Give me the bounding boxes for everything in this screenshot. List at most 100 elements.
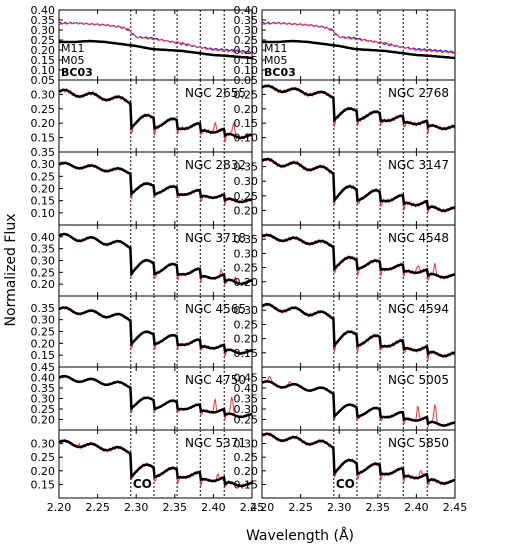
model-series-line — [58, 21, 253, 55]
y-tick-label: 0.25 — [31, 451, 56, 464]
y-tick-label: 0.35 — [31, 146, 56, 159]
galaxy-panel: 0.150.20 0.250.30 NGC 4594 — [234, 295, 456, 368]
y-tick-label: 0.25 — [31, 34, 56, 47]
x-tick-label: 2.20 — [47, 501, 72, 514]
x-tick-label: 2.45 — [443, 501, 468, 514]
legend-entry: M11 — [264, 42, 288, 55]
y-tick-label: 0.25 — [31, 103, 56, 116]
model-fit-line — [58, 161, 253, 204]
y-tick-label: 0.40 — [234, 4, 259, 17]
y-tick-label: 0.40 — [31, 372, 56, 385]
galaxy-panel: 0.150.200.250.300.35 NGC 4565 — [31, 295, 253, 368]
galaxy-name-label: NGC 4548 — [388, 231, 449, 245]
model-fit-line — [261, 84, 456, 131]
y-tick-label: 0.25 — [31, 403, 56, 416]
y-tick-label: 0.25 — [234, 262, 259, 275]
y-tick-label: 0.40 — [234, 382, 259, 395]
y-tick-label: 0.30 — [31, 158, 56, 171]
y-tick-label: 0.20 — [31, 465, 56, 478]
y-tick-label: 0.35 — [31, 302, 56, 315]
y-tick-label: 0.25 — [234, 451, 259, 464]
co-feature-label: CO — [336, 477, 355, 491]
x-axis-title: Wavelength (Å) — [246, 527, 354, 544]
y-tick-label: 0.30 — [31, 393, 56, 406]
y-tick-label: 0.30 — [234, 175, 259, 188]
model-fit-line — [261, 157, 456, 213]
model-series-line — [262, 39, 456, 60]
co-feature-label: CO — [133, 477, 152, 491]
y-tick-label: 0.10 — [31, 207, 56, 220]
y-tick-label: 0.30 — [234, 403, 259, 416]
y-tick-label: 0.35 — [31, 14, 56, 27]
y-tick-label: 0.05 — [31, 74, 56, 87]
y-tick-label: 0.20 — [31, 278, 56, 291]
model-fit-line — [58, 88, 253, 140]
galaxy-name-label: NGC 4594 — [388, 302, 449, 316]
galaxy-panel: 0.200.250.300.350.400.45 NGC 4750 — [31, 361, 253, 431]
y-tick-label: 0.20 — [31, 117, 56, 130]
y-tick-label: 0.15 — [31, 132, 56, 145]
y-tick-label: 0.20 — [31, 44, 56, 57]
y-tick-label: 0.15 — [31, 478, 56, 491]
galaxy-panel: 0.200.25 0.300.35 NGC 4548 — [234, 224, 456, 297]
model-panel: 0.050.100.150.200.250.300.350.40M11M05BC… — [31, 4, 253, 87]
galaxy-panel: 0.10 0.150.20 0.25 NGC 2768 — [234, 79, 456, 153]
y-tick-label: 0.10 — [31, 64, 56, 77]
galaxy-name-label: NGC 4750 — [185, 373, 246, 387]
y-tick-label: 0.25 — [234, 34, 259, 47]
model-series-line — [58, 21, 253, 54]
galaxy-name-label: NGC 3147 — [388, 158, 449, 172]
y-tick-label: 0.20 — [31, 337, 56, 350]
galaxy-name-label: NGC 5850 — [388, 436, 449, 450]
model-fit-line — [58, 374, 252, 419]
y-tick-label: 0.30 — [234, 247, 259, 260]
y-tick-label: 0.20 — [234, 333, 259, 346]
model-panel: 0.050.100.150.200.250.300.350.40M11M05BC… — [234, 4, 456, 87]
y-tick-label: 0.25 — [31, 326, 56, 339]
y-tick-label: 0.30 — [234, 24, 259, 37]
x-tick-label: 2.45 — [240, 501, 265, 514]
galaxy-panel: 0.150.200.250.302.20 2.25 2.30 2.35 2.40 2.45… — [31, 429, 265, 514]
y-tick-label: 0.25 — [31, 170, 56, 183]
legend-entry: M11 — [61, 42, 85, 55]
model-series-line — [261, 21, 456, 55]
y-tick-label: 0.20 — [234, 465, 259, 478]
y-tick-label: 0.35 — [234, 14, 259, 27]
y-tick-label: 0.15 — [234, 117, 259, 130]
y-tick-label: 0.35 — [234, 161, 259, 174]
legend-entry: BC03 — [264, 66, 296, 79]
y-tick-label: 0.25 — [234, 318, 259, 331]
model-fit-line — [58, 232, 253, 286]
y-tick-label: 0.35 — [234, 233, 259, 246]
y-tick-label: 0.25 — [234, 190, 259, 203]
y-tick-label: 0.20 — [234, 103, 259, 116]
y-tick-label: 0.15 — [234, 347, 259, 360]
y-tick-label: 0.20 — [234, 276, 259, 289]
y-tick-label: 0.15 — [234, 478, 259, 491]
y-tick-label: 0.45 — [31, 361, 56, 374]
y-tick-label: 0.35 — [234, 393, 259, 406]
y-tick-label: 0.30 — [31, 24, 56, 37]
legend-entry: M05 — [61, 54, 85, 67]
y-tick-label: 0.35 — [31, 382, 56, 395]
galaxy-name-label: NGC 3718 — [185, 231, 246, 245]
y-tick-label: 0.25 — [234, 88, 259, 101]
galaxy-panel: 0.100.150.200.250.300.35 NGC 2832 — [31, 146, 253, 226]
galaxy-name-label: NGC 2655 — [185, 86, 246, 100]
galaxy-name-label: NGC 4565 — [185, 302, 246, 316]
x-tick-label: 2.20 — [250, 501, 275, 514]
y-tick-label: 0.30 — [31, 314, 56, 327]
y-axis-title: Normalized Flux — [3, 214, 19, 327]
galaxy-name-label: NGC 2832 — [185, 158, 246, 172]
galaxy-name-label: NGC 5371 — [185, 436, 246, 450]
y-tick-label: 0.35 — [31, 243, 56, 256]
legend-entry: BC03 — [61, 66, 93, 79]
y-tick-label: 0.20 — [234, 204, 259, 217]
x-tick-label: 2.40 — [201, 501, 226, 514]
model-fit-line — [261, 303, 456, 358]
panel-frame — [261, 429, 456, 499]
galaxy-panel: 0.150.200.250.302.20 2.25 2.30 2.35 2.40 2.45… — [234, 429, 468, 514]
y-tick-label: 0.20 — [31, 183, 56, 196]
y-tick-label: 0.10 — [234, 132, 259, 145]
